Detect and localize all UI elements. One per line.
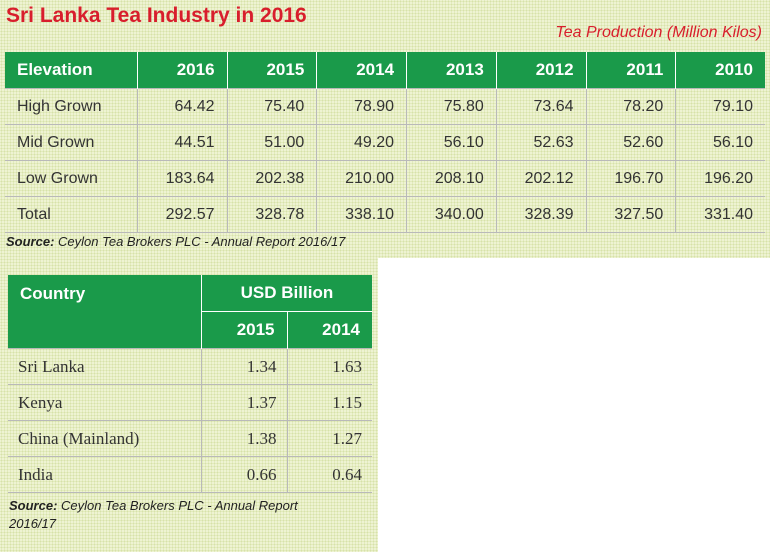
header-cell: 2010 <box>675 52 765 89</box>
table-cell: 73.64 <box>496 88 587 125</box>
table-cell: India <box>8 456 202 493</box>
table-cell: 196.70 <box>586 160 677 197</box>
table-cell: 75.80 <box>406 88 497 125</box>
table-cell: 210.00 <box>316 160 408 197</box>
table-cell: 1.37 <box>201 384 288 421</box>
table-cell: 196.20 <box>675 160 765 197</box>
table-cell: 331.40 <box>675 196 765 233</box>
production-source-note: Source: Ceylon Tea Brokers PLC - Annual … <box>6 234 345 249</box>
header-cell: 2016 <box>137 52 228 89</box>
table-row: Low Grown 183.64 202.38 210.00 208.10 20… <box>5 160 765 197</box>
page-title: Sri Lanka Tea Industry in 2016 <box>6 4 307 27</box>
header-cell: 2014 <box>316 52 408 89</box>
source-text: Ceylon Tea Brokers PLC - Annual Report 2… <box>58 234 346 249</box>
header-cell: 2013 <box>406 52 497 89</box>
export-source-note: Source: Ceylon Tea Brokers PLC - Annual … <box>9 497 339 533</box>
table-cell: Total <box>5 196 138 233</box>
header-unit: USD Billion <box>201 275 372 312</box>
table-cell: Low Grown <box>5 160 138 197</box>
table-cell: 52.63 <box>496 124 587 161</box>
header-year: 2015 <box>201 311 288 349</box>
table-cell: 327.50 <box>586 196 677 233</box>
table-cell: 202.12 <box>496 160 587 197</box>
tea-production-table: Elevation 2016 2015 2014 2013 2012 2011 … <box>5 52 765 233</box>
table-cell: 0.66 <box>201 456 288 493</box>
table-cell: Sri Lanka <box>8 348 202 385</box>
table-cell: 56.10 <box>406 124 497 161</box>
table-cell: High Grown <box>5 88 138 125</box>
table-cell: 64.42 <box>137 88 228 125</box>
table-cell: 1.63 <box>287 348 372 385</box>
header-cell: 2011 <box>586 52 677 89</box>
table-cell: 79.10 <box>675 88 765 125</box>
table-cell: 328.39 <box>496 196 587 233</box>
table-cell: 44.51 <box>137 124 228 161</box>
header-cell: 2015 <box>227 52 318 89</box>
table-cell: 328.78 <box>227 196 318 233</box>
table-cell: 49.20 <box>316 124 408 161</box>
table-cell: 1.34 <box>201 348 288 385</box>
table-cell: 340.00 <box>406 196 497 233</box>
table-cell: 51.00 <box>227 124 318 161</box>
header-cell: 2012 <box>496 52 587 89</box>
table-row: India 0.66 0.64 <box>8 456 372 493</box>
table-cell: Mid Grown <box>5 124 138 161</box>
table-cell: 56.10 <box>675 124 765 161</box>
table-header-row: Country USD Billion <box>8 275 372 349</box>
table-cell: 1.15 <box>287 384 372 421</box>
table-cell: 0.64 <box>287 456 372 493</box>
table-cell: 183.64 <box>137 160 228 197</box>
table-row: Sri Lanka 1.34 1.63 <box>8 348 372 385</box>
table-cell: China (Mainland) <box>8 420 202 457</box>
table-cell: 202.38 <box>227 160 318 197</box>
header-country: Country <box>8 275 202 349</box>
source-label: Source: <box>6 234 55 249</box>
table-cell: 78.90 <box>316 88 408 125</box>
table-cell: 1.27 <box>287 420 372 457</box>
table-header-row: Elevation 2016 2015 2014 2013 2012 2011 … <box>5 52 765 89</box>
table-row: Total 292.57 328.78 338.10 340.00 328.39… <box>5 196 765 233</box>
header-year: 2014 <box>287 311 372 349</box>
table-cell: 52.60 <box>586 124 677 161</box>
source-text: Ceylon Tea Brokers PLC - Annual Report 2… <box>9 498 298 531</box>
table-cell: 338.10 <box>316 196 408 233</box>
tea-export-value-table: Country USD Billion 2015 2014 Sri Lanka … <box>8 275 372 493</box>
table-cell: 78.20 <box>586 88 677 125</box>
table-cell: 1.38 <box>201 420 288 457</box>
source-label: Source: <box>9 498 58 513</box>
table-subtitle: Tea Production (Million Kilos) <box>555 24 762 41</box>
table-row: China (Mainland) 1.38 1.27 <box>8 420 372 457</box>
table-header-row: 2015 2014 <box>8 311 372 349</box>
header-cell: Elevation <box>5 52 138 89</box>
table-cell: 75.40 <box>227 88 318 125</box>
table-row: High Grown 64.42 75.40 78.90 75.80 73.64… <box>5 88 765 125</box>
table-row: Kenya 1.37 1.15 <box>8 384 372 421</box>
table-cell: 292.57 <box>137 196 228 233</box>
table-row: Mid Grown 44.51 51.00 49.20 56.10 52.63 … <box>5 124 765 161</box>
table-cell: 208.10 <box>406 160 497 197</box>
table-cell: Kenya <box>8 384 202 421</box>
